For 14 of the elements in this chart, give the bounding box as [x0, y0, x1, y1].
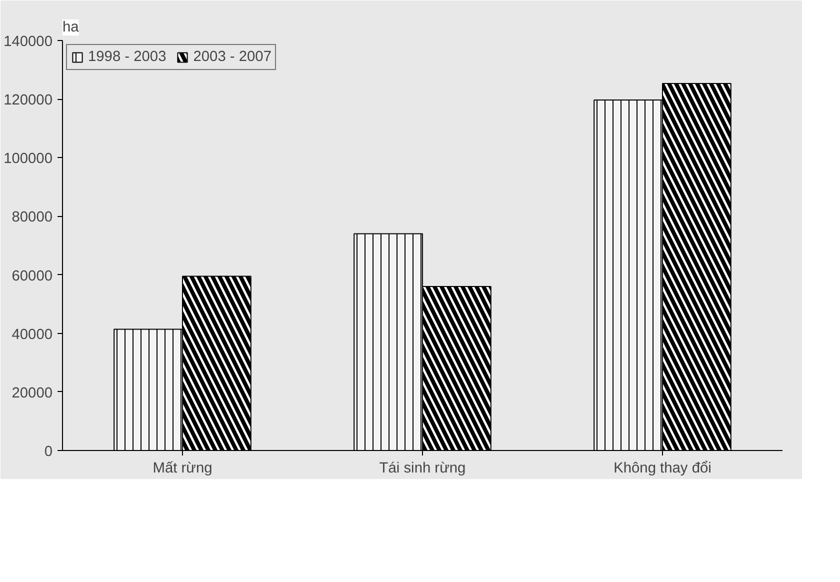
y-tick-label: 60000 [12, 268, 53, 284]
y-tick-label: 80000 [12, 210, 53, 226]
y-tick-label: 0 [44, 444, 53, 460]
y-tick-label: 40000 [12, 326, 53, 343]
y-tick-label: 20000 [12, 385, 53, 402]
y-axis-title: ha [62, 20, 80, 36]
legend-label: 1998 - 2003 [88, 49, 166, 65]
legend-label: 2003 - 2007 [193, 49, 272, 65]
x-tick-label: Mất rừng [152, 460, 212, 476]
x-tick-label: Tái sinh rừng [379, 460, 466, 476]
y-tick-label: 120000 [4, 92, 53, 109]
y-tick-label: 100000 [4, 151, 53, 168]
x-tick-label: Không thay đổi [614, 460, 712, 476]
y-tick-label: 140000 [4, 34, 53, 50]
